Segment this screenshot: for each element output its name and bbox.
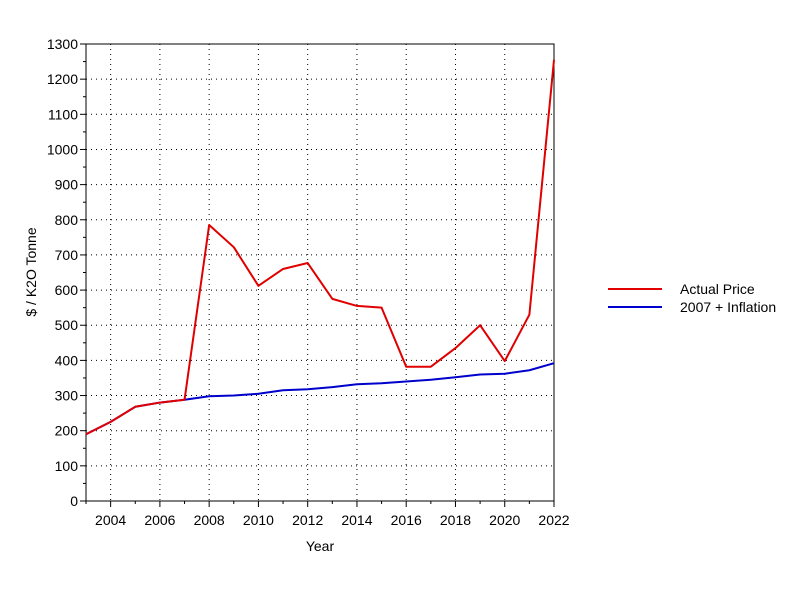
x-tick-label: 2010 (243, 512, 274, 528)
x-tick-label: 2008 (194, 512, 225, 528)
y-tick-label: 500 (55, 317, 79, 333)
series-lines (85, 59, 555, 436)
x-tick-label: 2018 (440, 512, 471, 528)
y-tick-label: 1100 (48, 106, 78, 122)
x-tick-label: 2022 (538, 512, 569, 528)
y-tick-label: 0 (70, 493, 78, 509)
grid (86, 43, 555, 502)
y-tick-label: 600 (55, 282, 79, 298)
y-tick-label: 300 (55, 388, 79, 404)
legend-label-actual-price: Actual Price (680, 281, 755, 297)
y-tick-label: 200 (55, 423, 79, 439)
x-tick-label: 2006 (144, 512, 175, 528)
x-tick-label: 2016 (391, 512, 422, 528)
x-tick-label: 2020 (489, 512, 520, 528)
y-tick-label: 900 (55, 177, 79, 193)
x-tick-label: 2004 (95, 512, 126, 528)
axis-ticks (80, 43, 555, 507)
x-tick-label: 2014 (341, 512, 372, 528)
x-tick-label: 2012 (292, 512, 323, 528)
x-axis-title: Year (306, 538, 335, 554)
y-axis-title: $ / K2O Tonne (23, 227, 39, 316)
y-tick-label: 700 (55, 247, 79, 263)
plot-area-frame (85, 43, 555, 502)
y-tick-label: 1200 (47, 71, 78, 87)
y-tick-label: 800 (55, 212, 79, 228)
series-line-actual-price (85, 59, 555, 436)
legend-label-2007-inflation: 2007 + Inflation (680, 299, 776, 315)
y-tick-label: 1300 (47, 36, 78, 52)
y-tick-label: 1000 (47, 141, 78, 157)
series-line-2007-inflation (85, 362, 555, 436)
y-tick-label: 100 (55, 458, 79, 474)
y-tick-label: 400 (55, 352, 79, 368)
legend: Actual Price 2007 + Inflation (608, 281, 776, 315)
tick-labels: 0 100 200 300 400 500 600 700 800 900 1000 1100 1200… (47, 36, 570, 528)
